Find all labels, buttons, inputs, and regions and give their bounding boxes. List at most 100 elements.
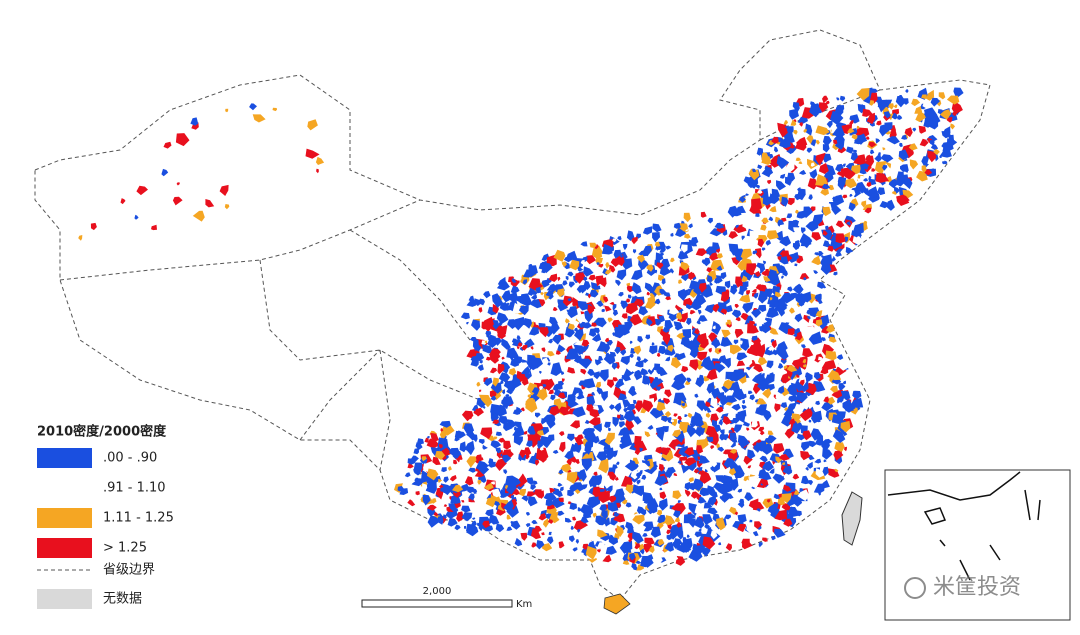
density-patch [633, 399, 637, 405]
density-patch [779, 264, 788, 274]
density-patch [549, 512, 559, 521]
density-patch [574, 437, 584, 446]
density-patch [549, 285, 557, 293]
density-patch [491, 295, 504, 308]
density-patch [741, 404, 747, 410]
density-patch [692, 478, 703, 491]
density-patch [501, 290, 512, 303]
density-patch [900, 164, 909, 172]
density-patch [491, 417, 495, 422]
density-patch [864, 207, 872, 214]
density-patch [757, 190, 763, 194]
density-patch [680, 290, 686, 295]
density-patch [827, 245, 834, 252]
density-patch [933, 148, 940, 155]
legend-swatch [37, 538, 92, 558]
density-patch [621, 499, 628, 505]
density-patch [929, 140, 935, 146]
density-patch [768, 216, 774, 222]
density-patch [752, 530, 759, 537]
density-patch [877, 187, 886, 196]
density-patch [572, 547, 578, 552]
density-patch [536, 387, 548, 401]
province-boundary [349, 229, 471, 341]
density-patch [756, 439, 762, 443]
density-patch [782, 448, 794, 459]
density-patch [578, 358, 592, 369]
density-patch [747, 465, 752, 469]
density-patch [569, 502, 577, 510]
density-patch [484, 340, 488, 344]
province-boundary [379, 349, 391, 471]
density-patch [763, 409, 772, 422]
density-patch [762, 175, 769, 181]
density-patch [161, 168, 169, 177]
density-patch [758, 426, 765, 432]
density-patch [853, 133, 868, 145]
density-patch [538, 260, 548, 270]
density-patch [498, 372, 511, 383]
density-patch [668, 329, 676, 338]
density-patch [508, 367, 517, 376]
density-patch [759, 394, 766, 400]
density-patch [856, 88, 870, 101]
density-patch [545, 290, 554, 298]
density-patch [567, 298, 572, 302]
density-patch [728, 231, 738, 239]
density-patch [673, 510, 681, 518]
density-patch [479, 360, 483, 364]
density-patch [773, 443, 785, 454]
density-patch [501, 396, 514, 407]
density-patch [725, 543, 732, 552]
density-patch [535, 286, 542, 294]
density-patch [706, 253, 710, 258]
density-patch [746, 522, 759, 534]
density-patch [530, 346, 534, 350]
density-patch [712, 242, 720, 251]
density-patch [776, 180, 786, 191]
density-patch [492, 419, 499, 425]
density-patch [548, 389, 554, 395]
density-patch [454, 436, 460, 442]
density-patch [731, 417, 740, 424]
density-patch [468, 295, 475, 303]
density-patch [515, 406, 523, 414]
density-patch [811, 255, 821, 266]
density-patch [737, 435, 750, 449]
density-patch [823, 459, 827, 463]
density-patch [818, 356, 823, 361]
density-patch [570, 336, 580, 345]
density-patch [794, 331, 803, 341]
density-patch [516, 335, 521, 340]
density-patch [662, 333, 671, 346]
density-patch [767, 269, 778, 282]
density-patch [666, 466, 676, 476]
density-patch [830, 351, 837, 360]
density-patch [572, 516, 577, 521]
density-patch [681, 402, 685, 407]
density-patch [714, 362, 726, 373]
density-patch [673, 473, 678, 476]
density-patch [625, 298, 631, 303]
density-patch [673, 538, 683, 547]
density-patch [631, 563, 637, 570]
density-patch [567, 271, 574, 277]
density-patch [834, 442, 845, 454]
density-patch [929, 168, 935, 174]
density-patch [550, 394, 556, 401]
density-patch [650, 526, 661, 538]
density-patch [807, 440, 817, 448]
density-patch [521, 377, 529, 386]
density-patch [642, 226, 653, 235]
density-patch [632, 484, 639, 493]
density-patch [550, 362, 563, 376]
density-patch [172, 196, 183, 206]
density-patch [729, 506, 737, 515]
density-patch [764, 165, 768, 170]
density-patch [695, 417, 704, 428]
density-patch [822, 447, 833, 460]
density-patch [952, 87, 964, 98]
density-patch [600, 330, 612, 344]
density-patch [427, 515, 441, 528]
density-patch [597, 387, 604, 395]
